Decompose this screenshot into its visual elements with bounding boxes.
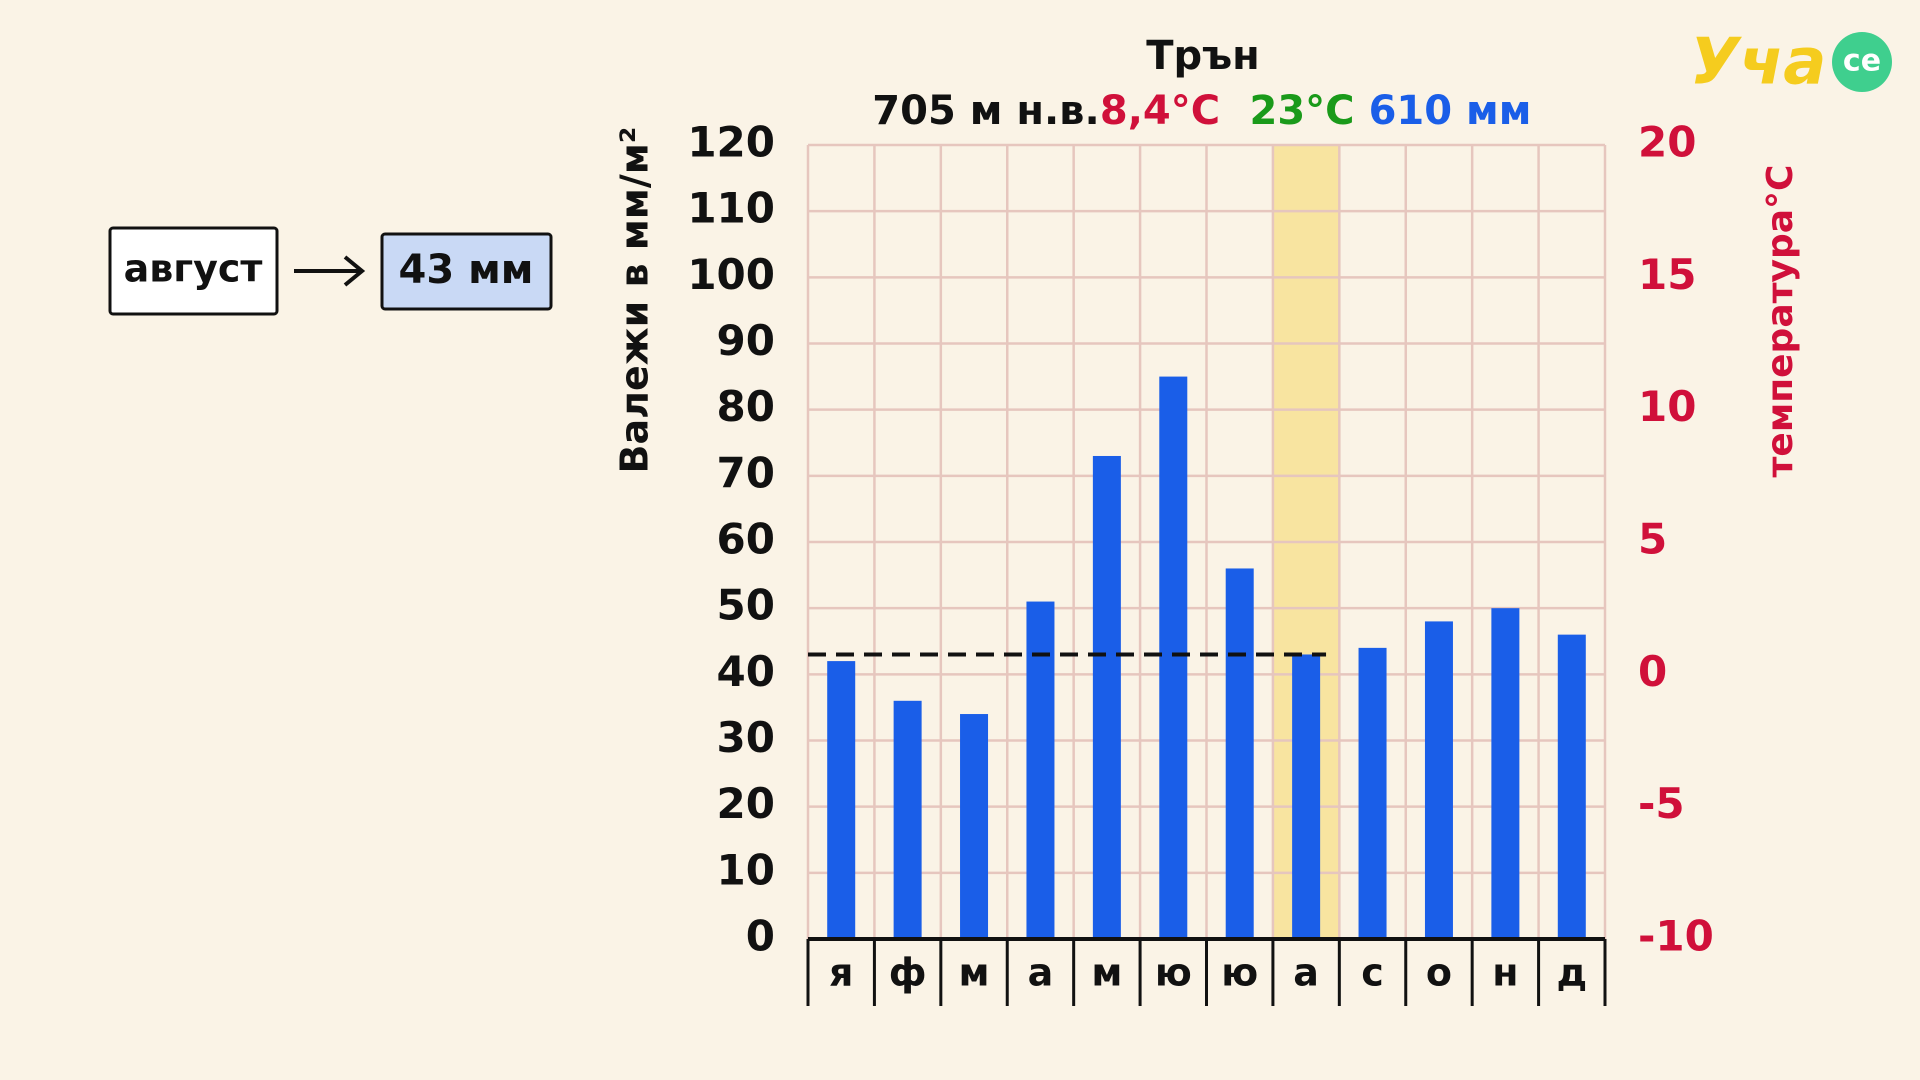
annotation-label: август (124, 247, 263, 291)
y-tick-label: 110 (687, 184, 775, 233)
y-tick-label: 0 (746, 912, 775, 961)
y2-axis-label: температура°C (1760, 165, 1801, 478)
bar (1225, 568, 1254, 939)
annotation-value: 43 мм (399, 247, 534, 293)
subtitle-part: 23°C (1249, 88, 1354, 134)
x-tick-label: о (1426, 951, 1452, 995)
x-tick-label: ю (1155, 951, 1192, 995)
x-tick-label: ф (889, 951, 927, 995)
bar (960, 714, 989, 939)
y-tick-label: 20 (717, 779, 775, 828)
y-tick-label: 60 (717, 515, 775, 564)
x-tick-label: я (829, 951, 853, 995)
y2-tick-label: 15 (1638, 250, 1696, 299)
y-tick-label: 30 (717, 713, 775, 762)
annotation-value-box (380, 232, 553, 311)
subtitle-part: 705 м н.в. (872, 88, 1099, 134)
x-tick-label: м (959, 951, 990, 995)
x-tick-label: а (1028, 951, 1054, 995)
y-tick-label: 120 (687, 118, 775, 167)
chart-title: Трън (1146, 33, 1260, 79)
subtitle-part: 610 мм (1369, 88, 1532, 134)
x-tick-label: н (1492, 951, 1518, 995)
y-tick-label: 70 (717, 448, 775, 497)
y-tick-label: 80 (717, 382, 775, 431)
y2-tick-label: 20 (1638, 118, 1696, 167)
bar (1159, 376, 1188, 939)
logo-suffix: се (1843, 44, 1881, 79)
x-tick-label: с (1361, 951, 1384, 995)
y-tick-label: 10 (717, 845, 775, 894)
y-tick-label: 100 (687, 250, 775, 299)
bar (1358, 647, 1387, 939)
y-tick-label: 50 (717, 581, 775, 630)
x-tick-label: м (1091, 951, 1122, 995)
y2-tick-label: 0 (1638, 647, 1667, 696)
subtitle-part: 8,4°C (1100, 88, 1220, 134)
x-tick-label: а (1293, 951, 1319, 995)
bar (1424, 621, 1453, 939)
bar (1026, 601, 1055, 939)
logo-circle (1832, 32, 1892, 92)
x-tick-label: д (1556, 951, 1587, 995)
x-tick-label: ю (1221, 951, 1258, 995)
bar (1491, 608, 1520, 939)
logo-text: Уча (1690, 26, 1826, 100)
arrow-head (343, 255, 366, 287)
bar (893, 700, 922, 939)
y-tick-label: 90 (717, 316, 775, 365)
y2-tick-label: -10 (1638, 912, 1714, 961)
y2-tick-label: 5 (1638, 515, 1667, 564)
y-tick-label: 40 (717, 647, 775, 696)
bar (1557, 634, 1586, 939)
bar (1292, 654, 1321, 939)
bar (827, 661, 856, 939)
bar (1092, 455, 1121, 939)
y2-tick-label: -5 (1638, 779, 1685, 828)
y2-tick-label: 10 (1638, 382, 1696, 431)
y-axis-label: Валежи в мм/м² (613, 127, 657, 474)
annotation-box (108, 226, 279, 316)
